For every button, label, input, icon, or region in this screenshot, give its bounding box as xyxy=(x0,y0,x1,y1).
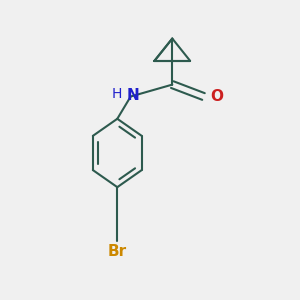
Text: Br: Br xyxy=(108,244,127,259)
Text: H: H xyxy=(111,86,122,100)
Text: N: N xyxy=(127,88,140,103)
Text: O: O xyxy=(210,89,223,104)
